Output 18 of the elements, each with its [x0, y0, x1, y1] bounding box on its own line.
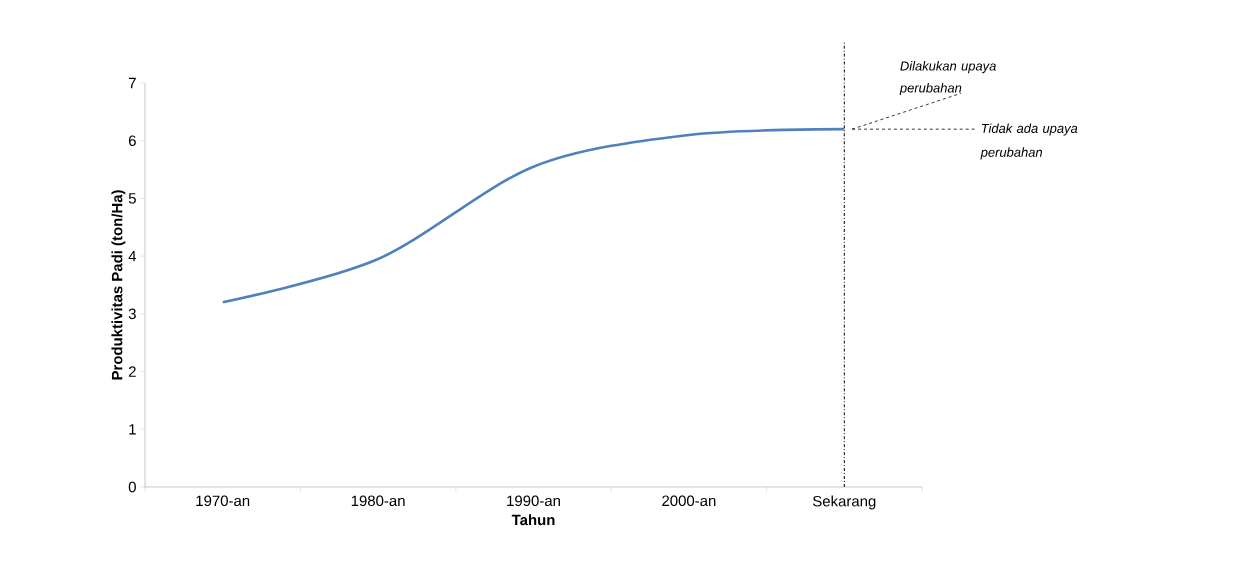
- y-tick-label: 4: [128, 250, 137, 262]
- y-tick-label: 1: [129, 424, 136, 435]
- x-tick-label: 2000-an: [662, 495, 716, 507]
- y-axis-title: Produktivitas Padi (ton/Ha): [111, 190, 126, 380]
- y-tick-label: 7: [128, 77, 136, 89]
- y-tick-label: 5: [128, 193, 136, 204]
- x-tick-label: 1980-an: [351, 495, 405, 507]
- y-tick-label: 2: [128, 366, 136, 377]
- x-tick-label: Sekarang: [812, 495, 876, 510]
- y-tick-label: 6: [128, 135, 136, 146]
- x-axis-title: Tahun: [511, 514, 555, 526]
- annotation: Tidak ada upaya perubahan: [980, 123, 1078, 160]
- y-tick-label: 3: [128, 308, 136, 320]
- x-tick-label: 1990-an: [507, 495, 560, 507]
- x-tick-label: 1970-an: [196, 495, 250, 507]
- line-series: [221, 127, 846, 304]
- y-tick-label: 0: [128, 481, 136, 493]
- annotation: Dilakukan upaya perubahan: [899, 61, 996, 96]
